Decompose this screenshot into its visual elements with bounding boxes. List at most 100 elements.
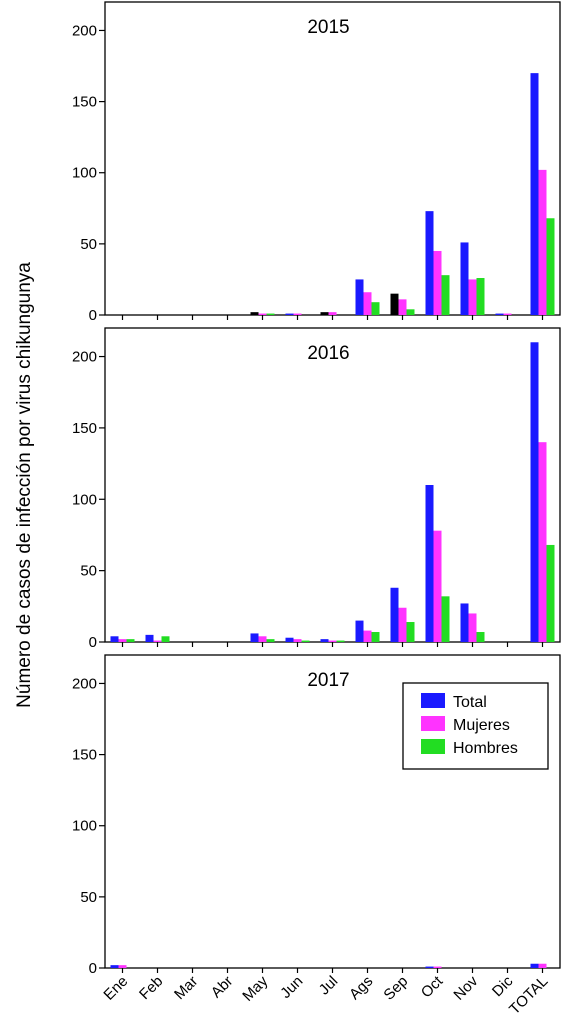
bar-2015-dic-mujeres (503, 313, 512, 315)
x-tick-label-may: May (239, 972, 271, 1004)
y-tick-label: 50 (80, 563, 97, 580)
bar-2015-dic-total (495, 313, 504, 315)
x-tick-label-dic: Dic (489, 972, 517, 1000)
bar-2016-sep-mujeres (398, 607, 407, 642)
bar-2015-nov-mujeres (468, 279, 477, 315)
bar-2016-ene-mujeres (118, 639, 127, 642)
bar-2016-feb-mujeres (153, 640, 162, 642)
x-tick-label-ene: Ene (100, 973, 131, 1004)
bar-2016-nov-total (460, 603, 469, 642)
bar-2016-jul-hombres (336, 640, 345, 642)
legend-label-total: Total (453, 694, 487, 711)
bar-2016-nov-hombres (476, 632, 485, 642)
legend-swatch-total (421, 693, 445, 708)
bar-2015-jun-mujeres (293, 313, 302, 315)
y-tick-label: 100 (72, 818, 97, 835)
bar-2017-ene-mujeres (118, 965, 127, 968)
bar-2016-ags-hombres (371, 632, 380, 642)
legend-swatch-mujeres (421, 716, 445, 731)
bar-2016-may-hombres (266, 639, 275, 642)
y-tick-label: 50 (80, 889, 97, 906)
x-tick-label-nov: Nov (450, 972, 481, 1003)
y-tick-label: 50 (80, 236, 97, 253)
bar-2017-ene-total (110, 965, 119, 968)
bar-2016-ags-mujeres (363, 630, 372, 642)
bar-2016-jun-hombres (301, 640, 310, 642)
bar-2016-jun-total (285, 637, 294, 642)
bar-2015-sep-hombres (406, 309, 415, 315)
panel-frame (104, 1, 561, 316)
bar-2016-ene-total (110, 636, 119, 642)
bar-2016-may-mujeres (258, 636, 267, 642)
chart-panels: 2015 0 50 100 150 200 2016 0 50 100 150 200 2017 0 50 1… (72, 1, 561, 1018)
bar-2015-sep-mujeres (398, 299, 407, 315)
bar-2017-total-mujeres (538, 963, 547, 968)
bar-2015-oct-hombres (441, 275, 450, 315)
x-tick-label-total: TOTAL (506, 973, 551, 1018)
x-tick-label-feb: Feb (136, 973, 166, 1003)
bar-2016-jul-mujeres (328, 640, 337, 642)
bar-2016-total-hombres (546, 544, 555, 642)
bar-2015-total-hombres (546, 218, 555, 315)
bar-2016-total-mujeres (538, 442, 547, 642)
x-tick-label-jun: Jun (277, 973, 306, 1002)
x-tick-label-sep: Sep (380, 973, 411, 1004)
legend-swatch-hombres (421, 739, 445, 754)
panel-2015: 2015 0 50 100 150 200 (72, 1, 561, 324)
legend-label-mujeres: Mujeres (453, 717, 510, 734)
bar-2016-ene-hombres (126, 639, 135, 642)
bar-2015-oct-total (425, 211, 434, 315)
bar-2016-oct-mujeres (433, 530, 442, 642)
x-tick-label-abr: Abr (208, 973, 237, 1002)
y-tick-label: 100 (72, 491, 97, 508)
y-tick-label: 200 (72, 349, 97, 366)
x-tick-label-oct: Oct (418, 972, 447, 1001)
x-tick-label-jul: Jul (316, 973, 342, 999)
y-tick-label: 200 (72, 675, 97, 692)
panel-2017: 2017 0 50 100 150 200 (72, 654, 561, 977)
x-tick-label-mar: Mar (171, 973, 201, 1003)
y-tick-label: 0 (89, 634, 97, 651)
bar-2017-oct-total (425, 966, 434, 968)
bar-2015-may-total (250, 312, 259, 315)
bar-2016-ags-total (355, 620, 364, 642)
bar-2017-total-total (530, 963, 539, 968)
panel-title: 2015 (307, 17, 349, 38)
y-tick-label: 100 (72, 165, 97, 182)
y-tick-label: 0 (89, 960, 97, 977)
bar-2015-ags-hombres (371, 302, 380, 315)
bar-2016-jul-total (320, 639, 329, 642)
x-tick-label-ags: Ags (346, 973, 376, 1003)
bar-2015-oct-mujeres (433, 250, 442, 315)
legend: Total Mujeres Hombres (402, 682, 549, 770)
bar-2016-feb-hombres (161, 636, 170, 642)
y-tick-label: 200 (72, 22, 97, 39)
y-tick-label: 0 (89, 307, 97, 324)
bar-2015-total-mujeres (538, 169, 547, 315)
bar-2016-oct-total (425, 485, 434, 642)
bar-2015-ags-total (355, 279, 364, 315)
bar-2015-sep-total (390, 293, 399, 315)
bar-2017-oct-mujeres (433, 966, 442, 968)
y-axis-label: Número de casos de infección por virus c… (14, 262, 35, 708)
legend-label-hombres: Hombres (453, 740, 518, 757)
bar-2016-total-total (530, 342, 539, 642)
panel-2016: 2016 0 50 100 150 200 (72, 327, 561, 651)
bar-2015-ags-mujeres (363, 292, 372, 315)
y-tick-label: 150 (72, 747, 97, 764)
bar-2016-sep-total (390, 587, 399, 642)
bar-2016-jun-mujeres (293, 639, 302, 642)
bar-2016-may-total (250, 633, 259, 642)
panel-title: 2016 (307, 343, 349, 364)
bar-2015-jul-mujeres (328, 312, 337, 315)
bar-2015-jul-total (320, 312, 329, 315)
bar-2016-feb-total (145, 634, 154, 642)
bar-2016-sep-hombres (406, 622, 415, 642)
bar-2016-oct-hombres (441, 596, 450, 642)
panel-frame (104, 327, 561, 643)
bar-2015-total-total (530, 73, 539, 316)
bar-2015-may-mujeres (258, 313, 267, 315)
y-tick-label: 150 (72, 420, 97, 437)
bar-2015-jun-total (285, 313, 294, 315)
